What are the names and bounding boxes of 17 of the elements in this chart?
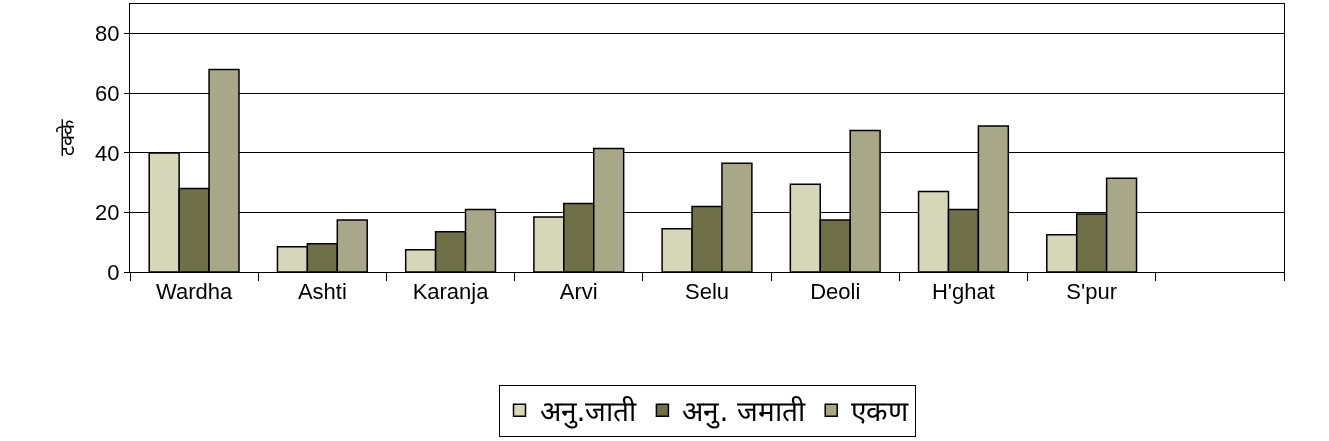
y-tick-label: 40: [95, 140, 120, 166]
y-tick-label: 20: [95, 200, 120, 226]
x-tick-label: Arvi: [559, 279, 598, 305]
x-tick-label: Deoli: [810, 279, 861, 305]
y-tick-label: 60: [95, 81, 120, 107]
y-tick-label: 80: [95, 21, 120, 47]
legend-label: एकण: [851, 395, 910, 429]
x-tick-label: Ashti: [297, 279, 347, 305]
x-tick-label: Karanja: [412, 279, 490, 305]
y-axis-title: टक्के: [54, 119, 79, 156]
x-tick-label: H'ghat: [931, 279, 995, 305]
legend-label: अनु.जाती: [539, 395, 638, 430]
x-tick-label: S'pur: [1066, 279, 1118, 305]
legend-label: अनु. जमाती: [682, 395, 807, 430]
y-tick-label: 0: [107, 259, 120, 285]
x-tick-label: Wardha: [156, 279, 233, 305]
x-tick-label: Selu: [684, 279, 730, 305]
